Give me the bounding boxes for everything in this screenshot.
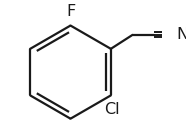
Text: F: F — [66, 4, 75, 19]
Text: Cl: Cl — [105, 102, 120, 117]
Text: N: N — [176, 27, 186, 42]
